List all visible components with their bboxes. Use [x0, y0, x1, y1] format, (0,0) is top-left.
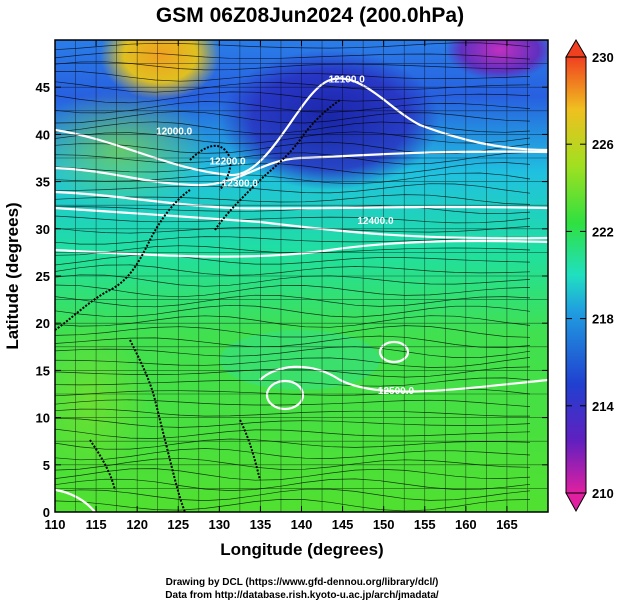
- streamline: [55, 335, 531, 348]
- streamline: [55, 42, 531, 51]
- streamline: [55, 226, 531, 234]
- streamline: [55, 264, 531, 276]
- contour-label: 12100.0: [329, 74, 366, 85]
- streamline: [55, 468, 531, 481]
- y-tick-label: 0: [43, 505, 50, 520]
- colorbar-bar: [565, 56, 587, 494]
- streamline: [55, 315, 531, 328]
- contour-label: 12300.0: [222, 178, 259, 189]
- streamline: [55, 254, 531, 266]
- streamline: [55, 294, 531, 308]
- y-tick-label: 15: [36, 363, 50, 378]
- x-tick-label: 115: [86, 517, 107, 532]
- colorbar-tick-label: 214: [592, 399, 614, 414]
- streamline: [55, 488, 531, 501]
- colorbar-tick-label: 226: [592, 137, 614, 152]
- y-tick-label: 35: [36, 175, 50, 190]
- streamline: [55, 304, 531, 318]
- coastlines: [55, 99, 341, 512]
- x-axis: 110 115 120 125 130 135 140 145 150 155 160 165: [45, 40, 518, 532]
- streamline: [55, 91, 531, 104]
- y-tick-label: 10: [36, 411, 50, 426]
- x-tick-label: 135: [250, 517, 272, 532]
- x-tick-label: 140: [291, 517, 313, 532]
- streamline: [55, 162, 531, 175]
- x-tick-label: 165: [496, 517, 518, 532]
- streamline: [55, 70, 531, 82]
- colorbar-tick-label: 218: [592, 312, 614, 327]
- x-tick-label: 125: [167, 517, 189, 532]
- streamline: [55, 417, 531, 428]
- contour-labels: 12100.0 12000.0 12200.0 12300.0 12400.0 12500…: [156, 74, 414, 397]
- x-tick-label: 145: [332, 517, 354, 532]
- streamline: [55, 205, 531, 215]
- contour-label: 12500.0: [378, 386, 415, 397]
- colorbar-tick-label: 230: [592, 50, 614, 65]
- streamline: [55, 438, 531, 450]
- streamline: [55, 284, 531, 298]
- credit-line-2: Data from http://database.rish.kyoto-u.a…: [165, 590, 439, 601]
- y-tick-label: 5: [43, 458, 50, 473]
- contour-label: 12000.0: [156, 126, 193, 137]
- y-tick-label: 20: [36, 316, 50, 331]
- y-tick-label: 25: [36, 269, 50, 284]
- colorbar-top-arrow: [565, 39, 587, 58]
- x-tick-label: 160: [455, 517, 477, 532]
- streamline: [55, 499, 531, 512]
- y-axis-title: Latitude (degrees): [3, 202, 22, 349]
- credit-line-1: Drawing by DCL (https://www.gfd-dennou.o…: [166, 577, 439, 588]
- streamline: [55, 408, 530, 417]
- streamline: [55, 81, 531, 93]
- temperature-field: [55, 40, 548, 512]
- streamline: [55, 52, 531, 60]
- y-tick-label: 45: [36, 80, 50, 95]
- colorbar: 210 214 218 222 226 230: [565, 39, 614, 513]
- y-tick-label: 30: [36, 222, 50, 237]
- streamline: [55, 357, 531, 368]
- streamline: [55, 121, 531, 134]
- streamline: [55, 61, 531, 71]
- x-tick-label: 155: [414, 517, 436, 532]
- colorbar-tick-label: 210: [592, 486, 614, 501]
- contour-label: 12400.0: [357, 216, 394, 227]
- streamline: [55, 215, 531, 224]
- x-tick-label: 150: [373, 517, 395, 532]
- x-tick-label: 110: [45, 517, 66, 532]
- streamline: [55, 101, 531, 114]
- streamline: [55, 172, 531, 185]
- streamline: [55, 183, 531, 194]
- streamline: [55, 236, 530, 245]
- y-axis: 0 5 10 15 20 25 30 35 40 45: [36, 80, 548, 520]
- streamline: [55, 428, 531, 439]
- streamline: [55, 131, 531, 144]
- contour-label: 12200.0: [209, 157, 246, 168]
- contour-lines: [55, 77, 548, 512]
- x-axis-title: Longitude (degrees): [220, 540, 383, 559]
- streamline: [55, 478, 531, 491]
- x-tick-label: 120: [126, 517, 148, 532]
- streamline: [55, 325, 531, 338]
- x-tick-label: 130: [208, 517, 230, 532]
- streamline: [55, 448, 531, 461]
- y-tick-label: 40: [36, 127, 50, 142]
- streamline: [55, 111, 531, 124]
- colorbar-tick-label: 222: [592, 224, 614, 239]
- colorbar-bottom-arrow: [565, 492, 587, 513]
- chart-title: GSM 06Z08Jun2024 (200.0hPa): [156, 4, 464, 27]
- streamline: [55, 346, 531, 358]
- streamline: [55, 399, 531, 407]
